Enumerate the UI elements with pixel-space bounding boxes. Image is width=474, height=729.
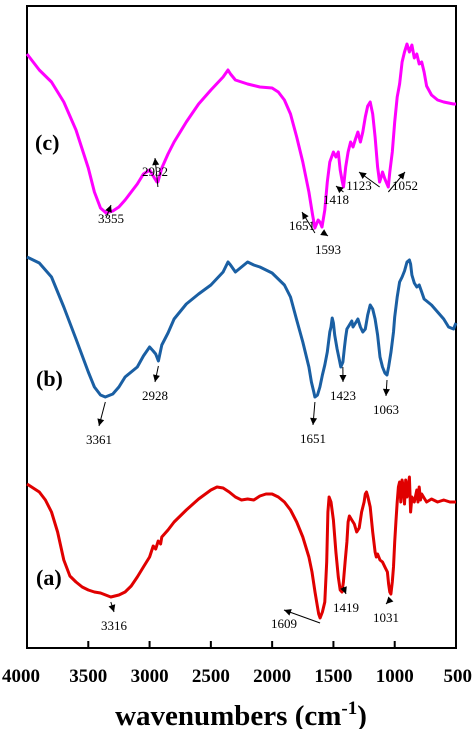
x-axis-title: wavenumbers (cm-1) xyxy=(115,698,367,729)
x-axis-title-close: ) xyxy=(357,700,367,729)
series-label-1: (b) xyxy=(36,366,63,391)
peak-label-2: 1651 xyxy=(289,218,315,233)
peak-arrowhead-10 xyxy=(339,374,347,382)
x-tick-label-3: 2500 xyxy=(192,666,230,687)
peak-arrowhead-1 xyxy=(152,158,160,166)
x-axis-ticks: 4000 3500 3000 2500 2000 1500 1000 500 xyxy=(2,641,472,687)
peak-label-6: 1052 xyxy=(392,178,418,193)
peak-arrowhead-9 xyxy=(310,417,318,425)
peak-arrowhead-13 xyxy=(284,609,292,616)
x-tick-label-6: 1000 xyxy=(376,666,414,687)
x-tick-label-7: 500 xyxy=(444,666,473,687)
x-axis-title-exponent: -1 xyxy=(341,698,357,719)
peak-label-5: 1123 xyxy=(346,178,372,193)
x-tick-label-1: 3500 xyxy=(69,666,107,687)
peak-arrowhead-4 xyxy=(336,186,344,194)
x-axis-title-text: wavenumbers (cm xyxy=(115,700,341,729)
peak-arrowhead-0 xyxy=(105,205,112,213)
peak-arrowhead-11 xyxy=(382,388,390,396)
peak-arrowhead-14 xyxy=(340,586,347,594)
peak-arrowhead-2 xyxy=(302,212,309,220)
peak-arrowhead-8 xyxy=(153,374,160,382)
spectra-curves xyxy=(25,42,458,620)
peak-label-1: 2932 xyxy=(142,164,168,179)
series-labels: (c) (b) (a) xyxy=(35,130,63,590)
peak-label-8: 2928 xyxy=(142,388,168,403)
x-tick-label-2: 3000 xyxy=(131,666,169,687)
peak-label-7: 3361 xyxy=(86,432,112,447)
peak-arrowhead-12 xyxy=(108,604,116,612)
series-label-2: (a) xyxy=(36,565,62,590)
x-tick-label-0: 4000 xyxy=(2,666,40,687)
peak-label-15: 1031 xyxy=(373,610,399,625)
spectrum-line-0 xyxy=(25,42,456,230)
peak-arrowhead-15 xyxy=(386,596,394,604)
spectrum-line-2 xyxy=(26,475,456,620)
peak-label-10: 1423 xyxy=(330,388,356,403)
peak-arrowhead-6 xyxy=(397,172,405,180)
peak-arrowhead-7 xyxy=(97,418,105,426)
series-label-0: (c) xyxy=(35,130,59,155)
peak-arrowhead-5 xyxy=(359,172,367,179)
peak-label-13: 1609 xyxy=(271,616,297,631)
peak-label-12: 3316 xyxy=(101,618,128,633)
peak-arrowhead-3 xyxy=(320,229,328,236)
x-tick-label-5: 1500 xyxy=(314,666,352,687)
peak-label-4: 1418 xyxy=(323,192,349,207)
peak-label-0: 3355 xyxy=(98,211,124,226)
peak-label-9: 1651 xyxy=(300,431,326,446)
plot-frame xyxy=(26,5,457,649)
peak-label-11: 1063 xyxy=(373,402,399,417)
peak-label-14: 1419 xyxy=(333,600,359,615)
spectrum-line-1 xyxy=(26,255,458,399)
peak-label-3: 1593 xyxy=(315,242,341,257)
x-tick-label-4: 2000 xyxy=(253,666,291,687)
